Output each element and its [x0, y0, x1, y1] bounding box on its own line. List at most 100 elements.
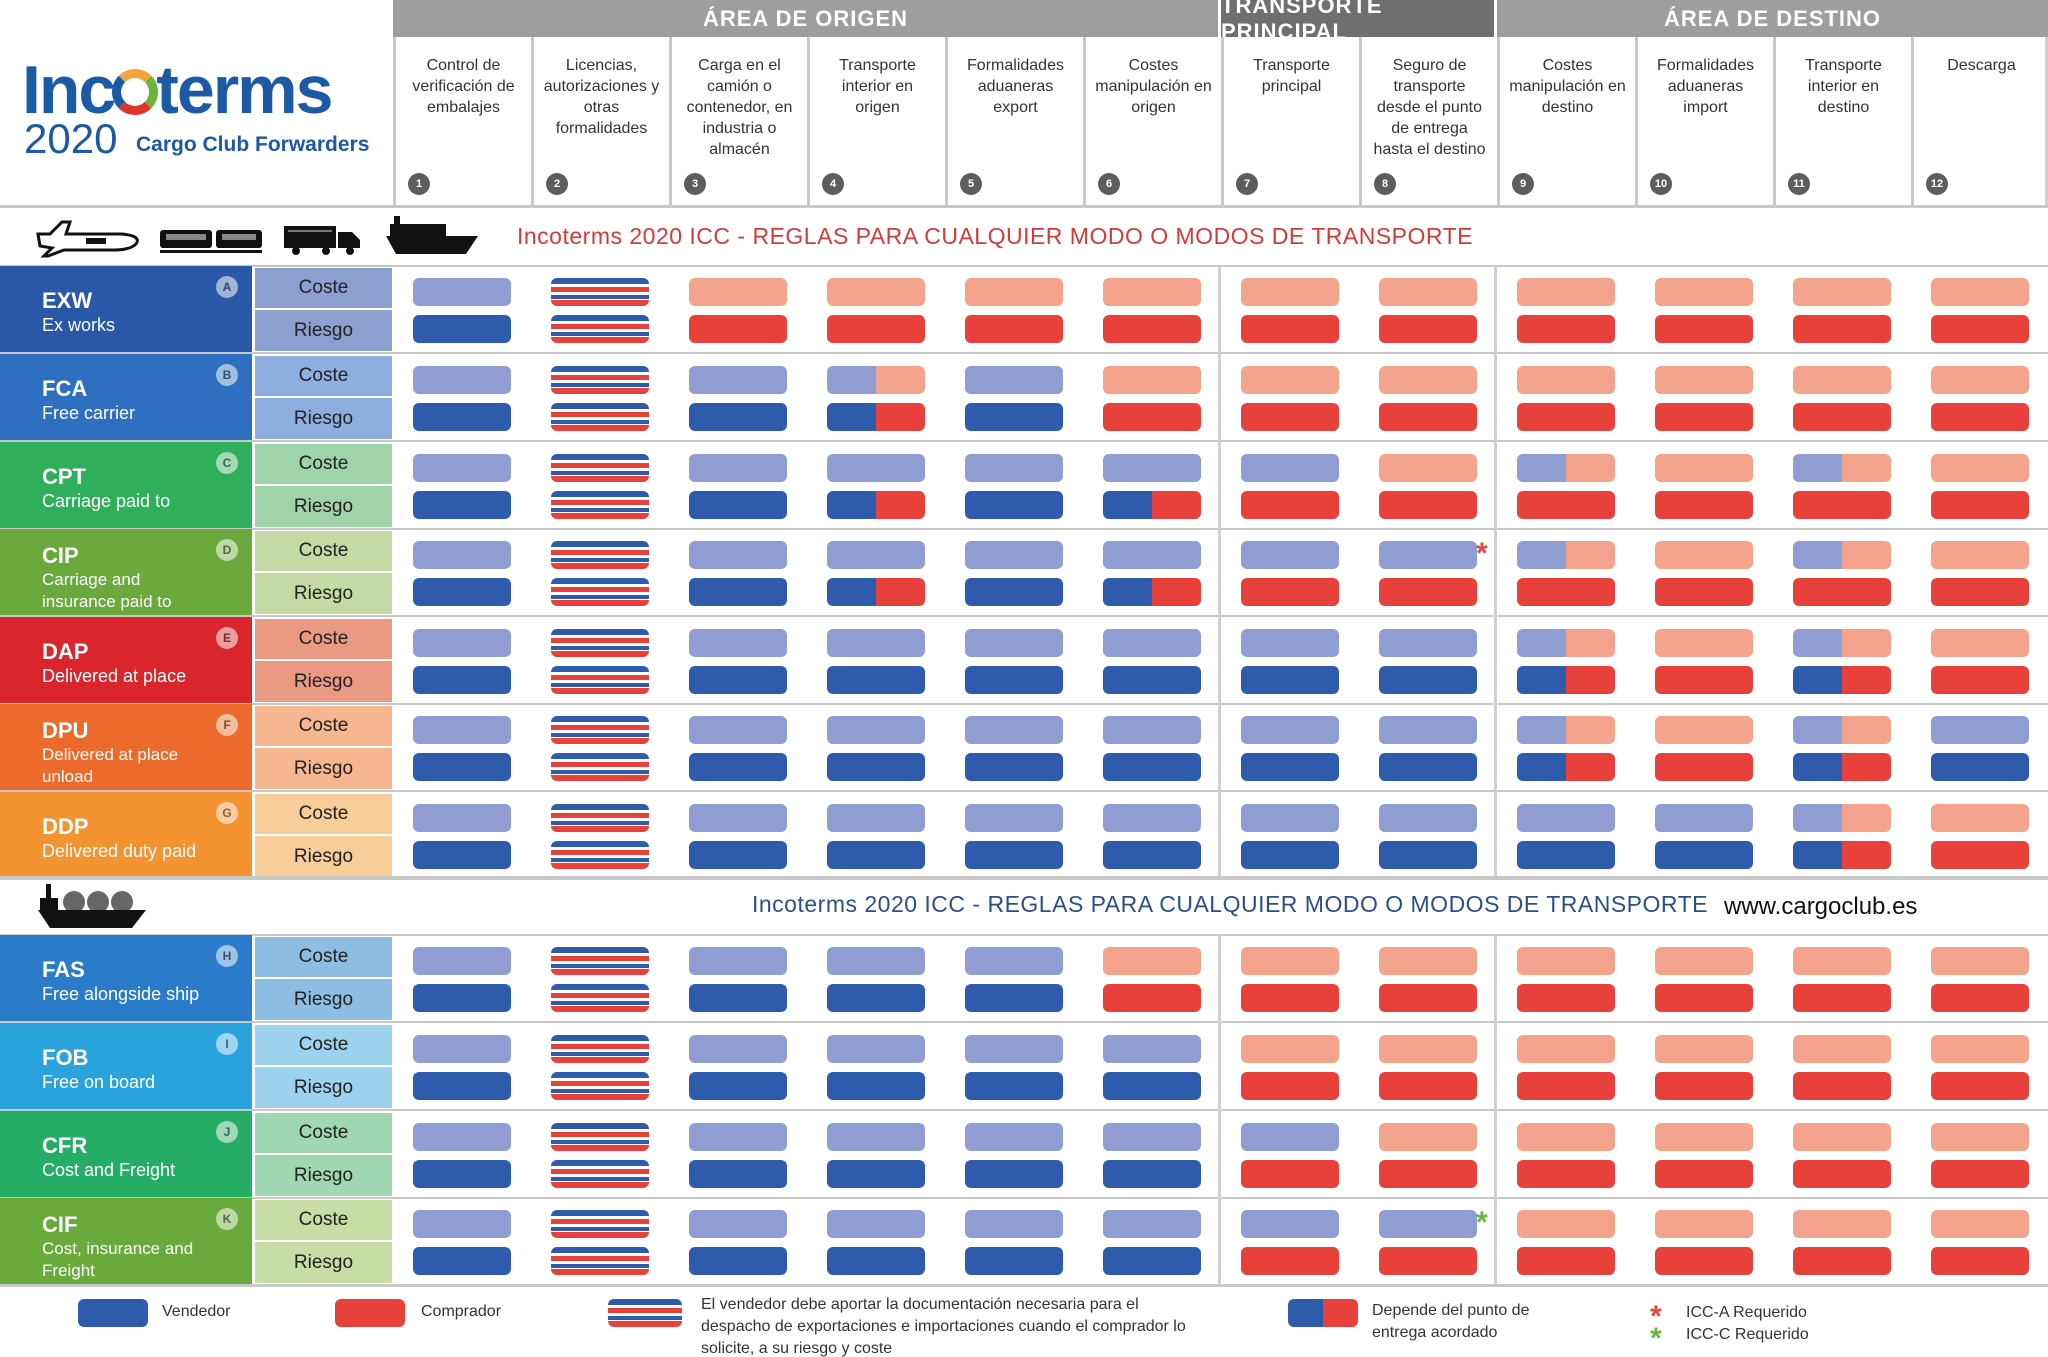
- cell-stripe: [551, 403, 649, 409]
- cell-seller: [1103, 1072, 1201, 1100]
- cell-depends-seller-half: [1793, 629, 1842, 657]
- cell-seller: [1103, 454, 1201, 482]
- cell-buyer: [1241, 1072, 1339, 1100]
- term-letter-badge: A: [216, 276, 238, 298]
- cell-stripe: [551, 1081, 649, 1086]
- cell-buyer: [1655, 1035, 1753, 1063]
- column-header-label: Costes manipulación en origen: [1095, 57, 1212, 116]
- column-number-badge: 1: [408, 173, 430, 195]
- cell-seller: [689, 804, 787, 832]
- legend-docs-label: El vendedor debe aportar la documentació…: [701, 1296, 1186, 1357]
- term-code: EXW: [42, 288, 93, 313]
- cell-seller: [1103, 1160, 1201, 1188]
- cell-seller: [827, 947, 925, 975]
- cell-buyer: [827, 278, 925, 306]
- column-header-label: Formalidades aduaneras export: [967, 57, 1064, 116]
- term-letter-badge: F: [216, 714, 238, 736]
- column-header-label: Control de verificación de embalajes: [412, 57, 515, 116]
- column-number-badge: 6: [1098, 173, 1120, 195]
- column-header-label: Costes manipulación en destino: [1509, 57, 1626, 116]
- plane-icon: [36, 220, 139, 258]
- cell-buyer: [1931, 1160, 2029, 1188]
- divider-main-transport-right: [1494, 266, 1497, 876]
- cell-depends-buyer-half: [1842, 629, 1891, 657]
- cell-stripe: [551, 651, 649, 657]
- cell-seller: [827, 454, 925, 482]
- train-icon: [160, 230, 262, 253]
- cell-depends-seller-half: [1103, 578, 1152, 606]
- column-header-6: Costes manipulación en origen 6: [1083, 37, 1221, 205]
- section-divider: [0, 265, 2048, 267]
- cell-seller: [827, 984, 925, 1012]
- cell-stripe: [551, 513, 649, 519]
- cell-seller: [413, 1123, 511, 1151]
- cell-seller: [689, 1247, 787, 1275]
- cell-docs-striped: [551, 366, 649, 394]
- cell-seller: [827, 1210, 925, 1238]
- column-number-badge: 7: [1236, 173, 1258, 195]
- cell-depends-buyer-half: [1842, 541, 1891, 569]
- cell-stripe: [551, 1264, 649, 1268]
- cell-seller: [827, 1035, 925, 1063]
- cell-stripe: [551, 858, 649, 862]
- star-marker: *: [1476, 1206, 1488, 1239]
- cell-stripe: [551, 1169, 649, 1174]
- header-divider-right: [2045, 37, 2048, 205]
- cell-seller: [1379, 841, 1477, 869]
- row-divider: [0, 615, 2048, 617]
- cell-buyer: [1931, 454, 2029, 482]
- cell-stripe: [551, 738, 649, 744]
- legend-seller-swatch: [78, 1299, 148, 1327]
- cost-label: Coste: [255, 1200, 392, 1240]
- cell-depends-seller-half: [1517, 541, 1566, 569]
- cell-buyer: [1103, 366, 1201, 394]
- cell-buyer: [1793, 1247, 1891, 1275]
- cell-seller: [1241, 666, 1339, 694]
- cell-seller: [965, 578, 1063, 606]
- cell-docs-striped: [551, 454, 649, 482]
- cell-depends: [1793, 841, 1891, 869]
- cell-buyer: [1379, 984, 1477, 1012]
- logo-wordmark: Inc terms: [22, 52, 333, 128]
- cell-buyer: [1517, 1160, 1615, 1188]
- area-destination-header: ÁREA DE DESTINO: [1497, 0, 2048, 37]
- cell-stripe: [551, 1182, 649, 1188]
- cell-seller: [1931, 753, 2029, 781]
- cell-buyer: [1793, 315, 1891, 343]
- cell-depends: [1103, 491, 1201, 519]
- cell-depends-seller-half: [1517, 716, 1566, 744]
- cell-stripe: [551, 471, 649, 475]
- website-link[interactable]: www.cargoclub.es: [1724, 893, 1918, 920]
- cell-seller: [689, 454, 787, 482]
- cell-docs-striped: [551, 541, 649, 569]
- cell-stripe: [551, 375, 649, 380]
- star-green-icon: *: [1650, 1322, 1662, 1355]
- cell-stripe: [551, 315, 649, 321]
- cell-depends-buyer-half: [1566, 454, 1615, 482]
- term-letter-badge: D: [216, 539, 238, 561]
- risk-label: Riesgo: [255, 661, 392, 702]
- cell-seller: [689, 666, 787, 694]
- cell-stripe: [551, 541, 649, 547]
- cell-stripe: [551, 1035, 649, 1041]
- cell-seller: [1379, 804, 1477, 832]
- cell-depends-seller-half: [1517, 454, 1566, 482]
- legend-buyer-swatch: [335, 1299, 405, 1327]
- cell-buyer: [1241, 947, 1339, 975]
- cell-stripe: [551, 366, 649, 372]
- term-code: CFR: [42, 1133, 88, 1158]
- row-divider: [0, 1109, 2048, 1111]
- cell-docs-striped: [551, 716, 649, 744]
- term-label-fca: FCA Free carrier B: [0, 354, 252, 441]
- cell-depends-seller-half: [1793, 804, 1842, 832]
- cell-stripe: [551, 324, 649, 329]
- cell-stripe: [551, 850, 649, 855]
- column-header-label: Transporte interior en destino: [1805, 57, 1882, 116]
- cell-stripe: [551, 500, 649, 505]
- cell-docs-striped: [551, 1160, 649, 1188]
- cell-stripe: [551, 1089, 649, 1093]
- cell-docs-striped: [551, 629, 649, 657]
- cell-depends: [1517, 753, 1615, 781]
- cell-seller: [413, 403, 511, 431]
- cell-depends: [827, 366, 925, 394]
